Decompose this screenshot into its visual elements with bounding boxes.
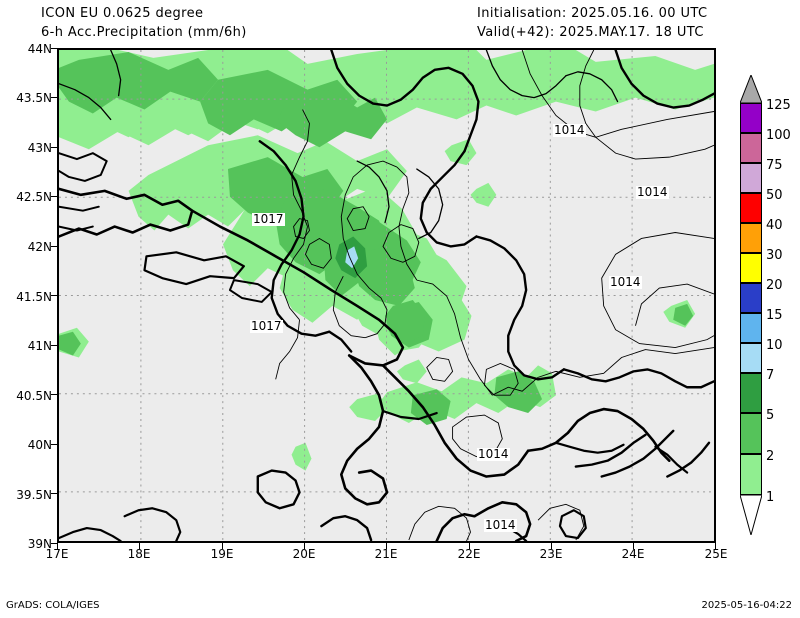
y-tickmark-41N [51,345,57,346]
colorbar-band-10-15 [740,313,762,343]
colorbar-band-40-50 [740,193,762,223]
x-tickmark-17E [57,543,58,549]
pressure-label-1014-greece-south: 1014 [484,518,517,532]
y-axis-tick-41.5N: 41.5N [16,290,52,304]
y-tickmark-40.5N [51,394,57,395]
x-tickmark-18E [139,543,140,549]
pressure-label-1014-southeast: 1014 [609,275,642,289]
x-tickmark-24E [633,543,634,549]
colorbar-label-5: 5 [766,408,775,423]
x-axis-tick-21E: 21E [374,547,398,561]
x-axis-tick-25E: 25E [704,547,728,561]
colorbar-label-40: 40 [766,218,783,233]
y-axis-tick-39N: 39N [27,537,52,551]
x-axis-tick-18E: 18E [127,547,151,561]
y-axis-tick-44N: 44N [27,42,52,56]
y-axis-tick-39.5N: 39.5N [16,488,52,502]
initialisation-time: Initialisation: 2025.05.16. 00 UTC [477,6,708,21]
y-tickmark-42N [51,246,57,247]
colorbar-extend-low-triangle [740,495,762,535]
x-tickmark-20E [304,543,305,549]
colorbar-band-5-7 [740,373,762,413]
colorbar-label-10: 10 [766,338,783,353]
y-axis-tick-43N: 43N [27,141,52,155]
x-axis-tick-20E: 20E [292,547,316,561]
model-title: ICON EU 0.0625 degree [41,6,204,21]
y-axis-tick-40.5N: 40.5N [16,389,52,403]
y-axis-tick-42.5N: 42.5N [16,190,52,204]
colorbar-band-30-40 [740,223,762,253]
colorbar-label-75: 75 [766,158,783,173]
y-axis-tick-40N: 40N [27,438,52,452]
pressure-label-1014-ne: 1014 [553,123,586,137]
x-axis-tick-17E: 17E [45,547,69,561]
colorbar [740,103,762,495]
colorbar-extend-high-triangle [740,75,762,103]
field-title: 6-h Acc.Precipitation (mm/6h) [41,25,247,40]
x-tickmark-22E [469,543,470,549]
y-tickmark-41.5N [51,295,57,296]
colorbar-label-50: 50 [766,188,783,203]
pressure-label-1014-greece-north: 1014 [477,447,510,461]
x-axis-tick-24E: 24E [621,547,645,561]
colorbar-label-30: 30 [766,248,783,263]
x-axis-tick-23E: 23E [539,547,563,561]
colorbar-band-2-5 [740,413,762,454]
colorbar-band-100-125 [740,103,762,133]
colorbar-band-15-20 [740,283,762,313]
precipitation-map [59,50,714,541]
y-axis-tick-41N: 41N [27,339,52,353]
precip-layer-2to5mm [59,51,694,425]
x-axis-tick-19E: 19E [210,547,234,561]
pressure-label-1014-east: 1014 [636,185,669,199]
y-axis-tick-42N: 42N [27,240,52,254]
pressure-label-1017-north: 1017 [252,212,285,226]
x-tickmark-23E [551,543,552,549]
y-tickmark-40N [51,444,57,445]
y-tickmark-42.5N [51,196,57,197]
y-axis-tick-43.5N: 43.5N [16,91,52,105]
x-axis-tick-22E: 22E [457,547,481,561]
colorbar-label-100: 100 [766,128,791,143]
isobar-contours [275,50,714,541]
colorbar-band-1-2 [740,454,762,495]
y-tickmark-43N [51,147,57,148]
pressure-label-1017-south: 1017 [250,319,283,333]
coastlines-and-borders [59,50,714,541]
colorbar-band-7-10 [740,343,762,373]
colorbar-label-125: 125 [766,98,791,113]
colorbar-band-20-30 [740,253,762,283]
colorbar-label-1: 1 [766,490,775,505]
x-tickmark-25E [715,543,716,549]
colorbar-band-75-100 [740,133,762,163]
colorbar-label-15: 15 [766,308,783,323]
map-plot-area: 1017 1017 1014 1014 1014 1014 1014 [57,48,716,543]
colorbar-label-2: 2 [766,449,775,464]
y-tickmark-44N [51,48,57,49]
precip-layer-7to10mm [345,246,359,269]
valid-time: Valid(+42): 2025.MAY.17. 18 UTC [477,25,704,40]
footer-timestamp: 2025-05-16-04:22 [701,600,792,611]
y-tickmark-39.5N [51,493,57,494]
y-tickmark-39N [51,543,57,544]
colorbar-label-20: 20 [766,278,783,293]
x-tickmark-19E [222,543,223,549]
y-tickmark-43.5N [51,97,57,98]
footer-credit: GrADS: COLA/IGES [6,600,100,611]
x-tickmark-21E [386,543,387,549]
map-gridlines [59,50,714,541]
colorbar-band-50-75 [740,163,762,193]
colorbar-label-7: 7 [766,368,775,383]
